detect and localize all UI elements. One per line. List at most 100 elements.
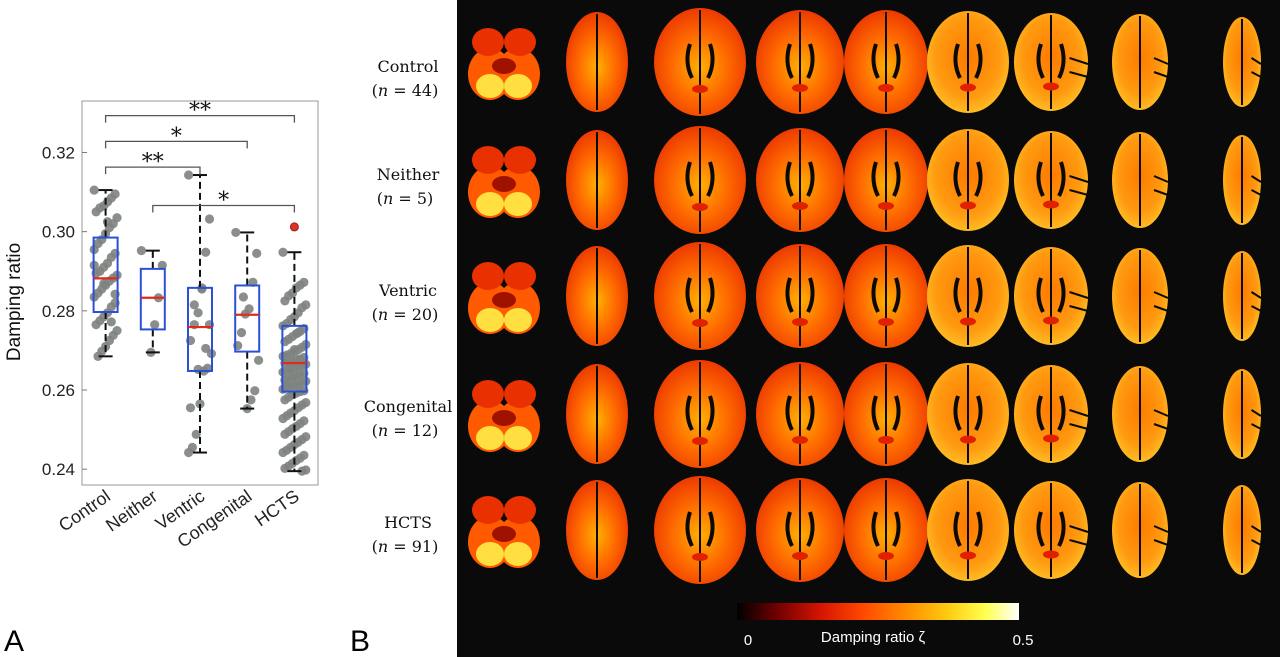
significance-label: ** — [189, 99, 211, 124]
brain-slice — [1014, 365, 1089, 463]
brain-slice — [927, 11, 1009, 113]
slice-ventricles — [785, 395, 815, 431]
slice-sulci — [1069, 57, 1089, 78]
significance-bracket — [152, 204, 296, 213]
group-labels: Control (𝑛 = 44) Neither (𝑛 = 5) Ventric (𝑛 =… — [364, 57, 452, 556]
y-tick-label: 0.24 — [42, 460, 75, 479]
slice-ventricles — [871, 511, 901, 547]
brain-slice — [844, 244, 928, 348]
data-point — [91, 320, 101, 330]
slice-ventricles — [1036, 277, 1066, 313]
slice-center — [960, 435, 976, 444]
slice-ventricles — [785, 277, 815, 313]
slice-highlight — [504, 192, 532, 216]
group-name: Ventric — [378, 281, 437, 300]
data-point — [193, 308, 203, 318]
slice-highlight — [476, 74, 504, 98]
group-n: (𝑛 = 20) — [372, 305, 439, 324]
brain-slices — [468, 8, 1262, 584]
brain-slice — [566, 12, 628, 112]
slice-center — [692, 553, 708, 561]
slice-ventricles — [685, 43, 715, 79]
brain-slice — [654, 126, 746, 234]
slice-ventricles — [871, 161, 901, 197]
y-tick-label: 0.32 — [42, 143, 75, 162]
group-n: (𝑛 = 12) — [372, 421, 439, 440]
slice-center — [1043, 200, 1059, 209]
slice-highlight — [476, 308, 504, 332]
colorbar — [737, 603, 1019, 620]
x-category-label: HCTS — [251, 486, 303, 530]
slice-ventricles — [953, 395, 983, 431]
slice-sulci — [1153, 175, 1169, 196]
significance-bracket — [104, 114, 296, 123]
slice-sulci — [1250, 525, 1262, 546]
data-point — [282, 380, 292, 390]
slice-lobe — [504, 262, 536, 290]
data-point — [93, 351, 103, 361]
slice-center — [878, 552, 894, 560]
group-n: (𝑛 = 91) — [372, 537, 439, 556]
brain-slice — [1014, 247, 1089, 345]
group-n: (𝑛 = 5) — [377, 189, 434, 208]
plot-frame — [81, 100, 319, 486]
data-point — [280, 429, 290, 439]
data-point — [289, 345, 299, 355]
data-point — [193, 364, 203, 375]
brain-slice — [566, 246, 628, 346]
slice-ventricles — [785, 161, 815, 197]
outlier-point — [289, 222, 299, 232]
data-point — [297, 466, 307, 476]
significance-bracket — [104, 166, 201, 175]
box-group — [231, 227, 264, 414]
data-point — [150, 320, 160, 330]
slice-sulci — [1153, 525, 1169, 546]
slice-sulci — [1250, 57, 1262, 78]
slice-highlight — [476, 192, 504, 216]
slice-center — [492, 292, 516, 308]
slice-sulci — [1153, 57, 1169, 78]
slice-ventricles — [685, 395, 715, 431]
brain-slice — [468, 380, 540, 452]
data-point — [293, 327, 303, 338]
slice-center — [960, 201, 976, 210]
data-point — [184, 447, 194, 458]
slice-lobe — [472, 146, 504, 174]
slice-highlight — [504, 74, 532, 98]
brain-slice — [654, 360, 746, 468]
box-group — [278, 222, 311, 476]
data-point — [286, 363, 296, 373]
data-point — [157, 260, 167, 270]
slice-ventricles — [785, 511, 815, 547]
brain-slice — [1223, 17, 1262, 107]
slice-sulci — [1069, 291, 1089, 312]
slice-ventricles — [1036, 395, 1066, 431]
data-point — [231, 227, 241, 238]
data-point — [246, 395, 256, 405]
brain-slice — [927, 245, 1009, 347]
slice-center — [1043, 316, 1059, 325]
slice-ventricles — [871, 395, 901, 431]
slice-center — [692, 203, 708, 211]
slice-highlight — [476, 542, 504, 566]
group-name: Control — [377, 57, 438, 76]
brain-slice — [756, 10, 844, 114]
brain-slice — [468, 146, 540, 218]
slice-center — [492, 526, 516, 542]
slice-ventricles — [1036, 161, 1066, 197]
brain-slice — [1014, 131, 1089, 229]
slice-sulci — [1250, 291, 1262, 312]
brain-slice — [566, 130, 628, 230]
brain-slice — [1112, 366, 1169, 462]
brain-slice — [927, 129, 1009, 231]
data-point — [278, 447, 288, 458]
brain-slice — [468, 496, 540, 568]
brain-slice — [844, 478, 928, 582]
slice-center — [492, 176, 516, 192]
slice-center — [878, 202, 894, 210]
y-axis: 0.24 0.26 0.28 0.30 0.32 — [42, 143, 87, 479]
data-point — [254, 355, 264, 365]
significance-label: ** — [142, 150, 164, 175]
data-point — [106, 317, 116, 327]
